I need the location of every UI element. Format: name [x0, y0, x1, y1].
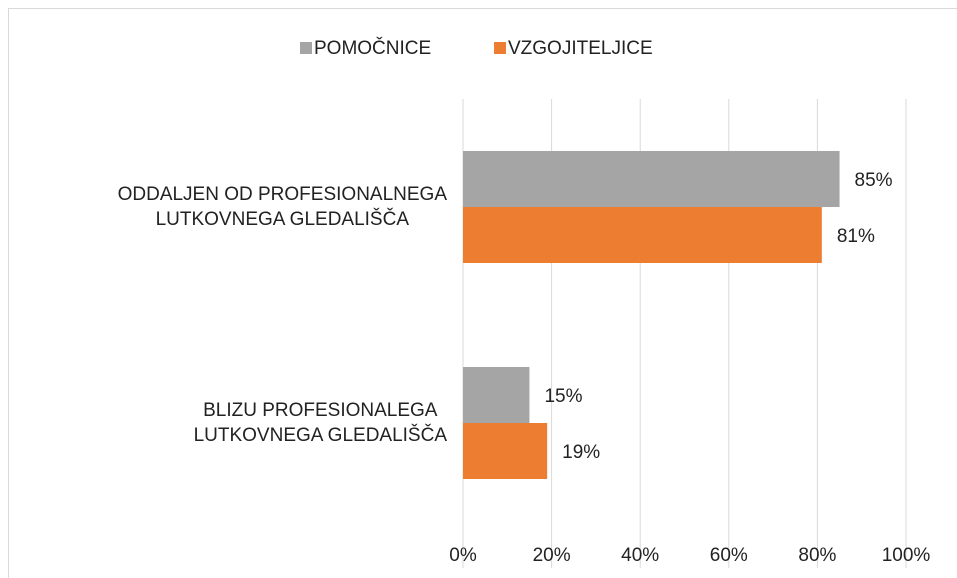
category-label: ODDALJEN OD PROFESIONALNEGA LUTKOVNEGA G… — [117, 184, 447, 230]
bar — [463, 151, 840, 207]
legend-swatch — [494, 42, 506, 54]
legend-swatch — [300, 42, 312, 54]
data-label: 19% — [562, 442, 600, 463]
x-tick-label: 100% — [882, 545, 931, 566]
data-label: 85% — [855, 170, 893, 191]
bar — [463, 367, 530, 423]
data-label: 15% — [544, 386, 582, 407]
x-tick-label: 80% — [798, 545, 836, 566]
bar — [463, 423, 548, 479]
legend-label: POMOČNICE — [314, 37, 431, 59]
category-label: BLIZU PROFESIONALEGA LUTKOVNEGA GLEDALIŠ… — [193, 400, 447, 446]
chart-border — [8, 8, 957, 578]
x-tick-label: 40% — [621, 545, 659, 566]
legend-label: VZGOJITELJICE — [508, 38, 653, 59]
data-label: 81% — [837, 226, 875, 247]
x-tick-label: 0% — [449, 545, 477, 566]
x-tick-label: 60% — [710, 545, 748, 566]
bar — [463, 207, 822, 263]
x-tick-label: 20% — [533, 545, 571, 566]
